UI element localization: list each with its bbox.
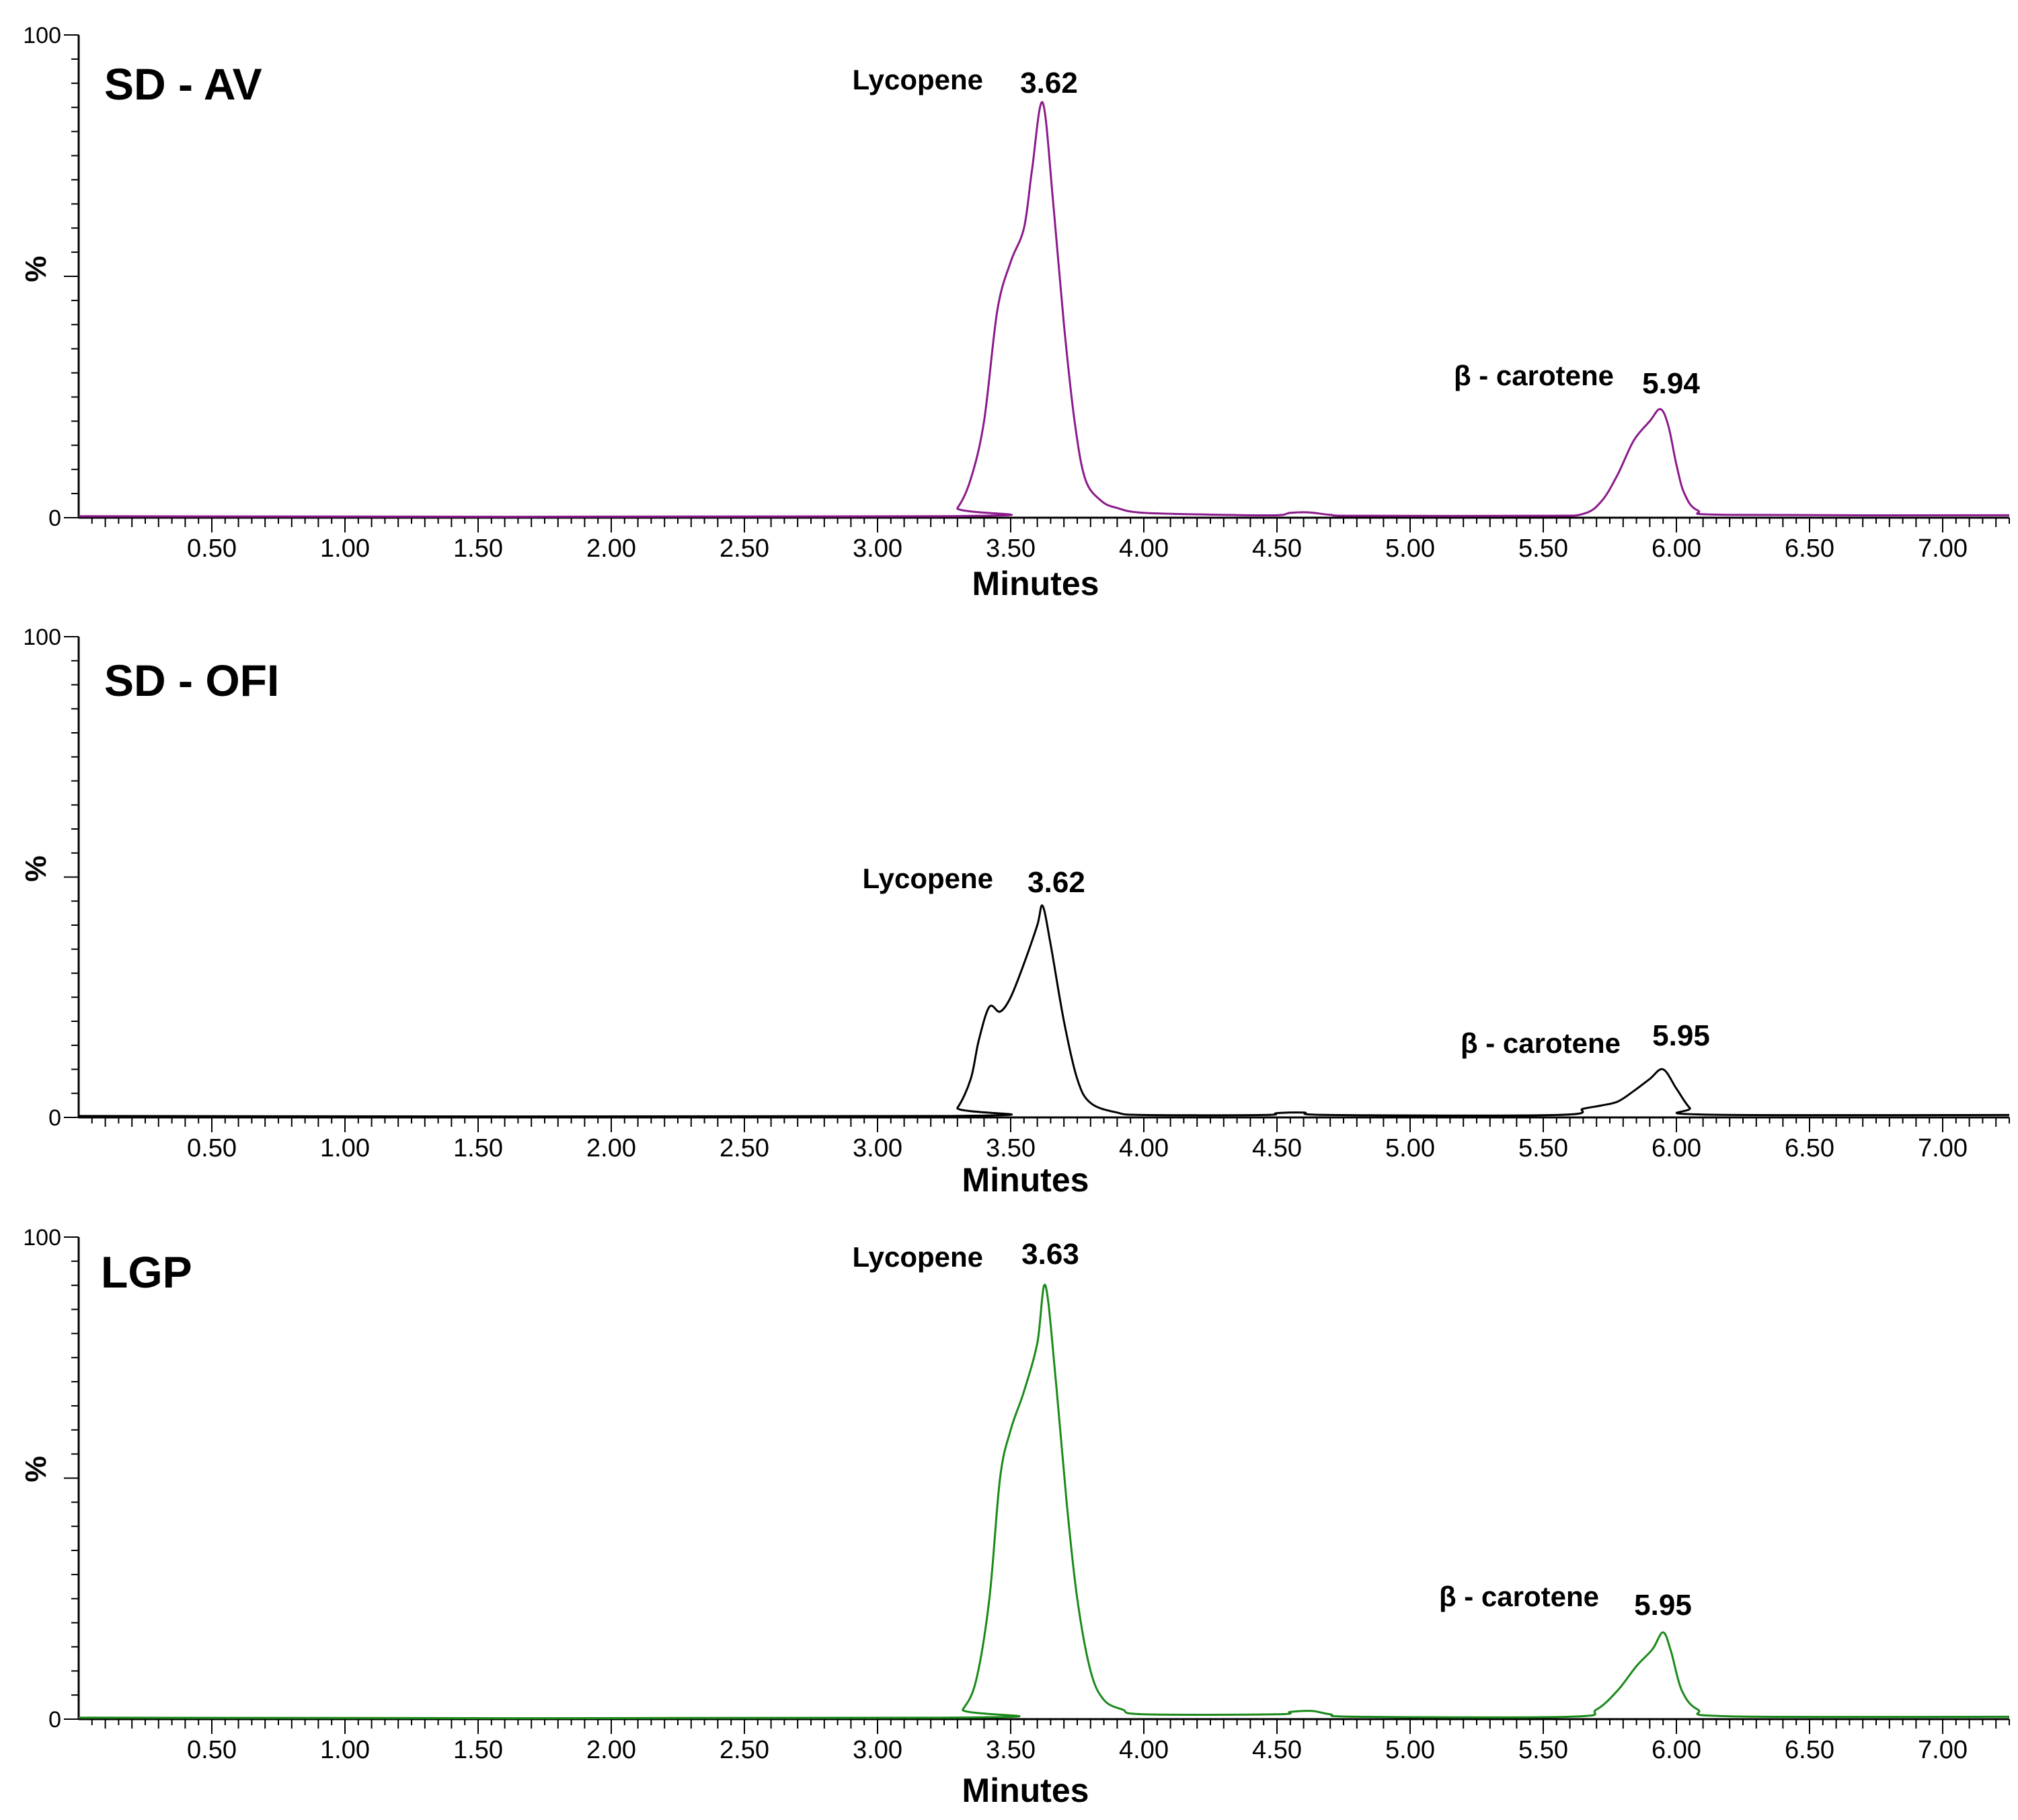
- x-tick-label: 1.00: [320, 1134, 370, 1162]
- x-tick-label: 6.50: [1785, 1736, 1834, 1764]
- x-tick-label: 4.00: [1119, 1134, 1169, 1162]
- x-tick-label: 2.00: [586, 1736, 636, 1764]
- panel-title: SD - OFI: [104, 656, 279, 705]
- x-tick-label: 7.00: [1918, 1736, 1968, 1764]
- x-tick-label: 1.00: [320, 1736, 370, 1764]
- x-tick-label: 2.00: [586, 1134, 636, 1162]
- chromatogram-trace: [78, 101, 2010, 518]
- x-tick-label: 4.50: [1252, 535, 1302, 563]
- peak-label-lycopene: Lycopene: [863, 863, 994, 894]
- chart-panel-sd-av: SD - AV 0 100 0.50 1.00 1.50 2.00 2.50 3.00 3.50…: [20, 23, 2010, 602]
- x-tick-label: 1.00: [320, 535, 370, 563]
- x-tick-label: 5.50: [1518, 1134, 1568, 1162]
- y-tick-label: 0: [48, 1707, 61, 1733]
- x-tick-label: 1.50: [453, 1134, 503, 1162]
- x-tick-label: 3.00: [853, 1736, 902, 1764]
- y-tick-label: 0: [48, 506, 61, 531]
- trace: [78, 1283, 2010, 1720]
- x-tick-label: 2.50: [720, 1736, 769, 1764]
- trace: [78, 101, 2010, 518]
- x-tick-label: 5.00: [1385, 535, 1435, 563]
- x-tick-label: 3.00: [853, 535, 902, 563]
- y-tick-label: 100: [23, 625, 61, 650]
- x-tick-label: 6.50: [1785, 1134, 1834, 1162]
- x-tick-label: 3.50: [986, 1134, 1036, 1162]
- y-axis-label: %: [20, 855, 52, 881]
- x-tick-label: 3.50: [986, 1736, 1036, 1764]
- x-tick-label: 0.50: [187, 1134, 237, 1162]
- y-axis-label: %: [20, 1456, 52, 1482]
- x-tick-label: 7.00: [1918, 1134, 1968, 1162]
- x-tick-label: 3.00: [853, 1134, 902, 1162]
- x-tick-label: 0.50: [187, 1736, 237, 1764]
- x-tick-label: 5.00: [1385, 1134, 1435, 1162]
- peak-label-beta-carotene: β - carotene: [1454, 360, 1614, 391]
- x-tick-label: 1.50: [453, 535, 503, 563]
- trace: [78, 904, 2010, 1118]
- axes: 0 100 0.50 1.00 1.50 2.00 2.50 3.00 3.50 4.00 4.50…: [23, 23, 2010, 563]
- x-tick-label: 5.00: [1385, 1736, 1435, 1764]
- chromatogram-trace: [78, 904, 2010, 1118]
- x-tick-label: 6.00: [1652, 1736, 1701, 1764]
- peak-rt-lycopene: 3.63: [1021, 1238, 1079, 1271]
- x-tick-label: 0.50: [187, 535, 237, 563]
- chart-panel-lgp: LGP 0 100 0.50 1.00 1.50 2.00 2.50 3.00 3.50 4.00…: [20, 1225, 2010, 1809]
- y-tick-label: 100: [23, 23, 61, 48]
- x-axis-label: Minutes: [962, 1161, 1089, 1199]
- x-tick-label: 4.00: [1119, 1736, 1169, 1764]
- x-tick-label: 5.50: [1518, 1736, 1568, 1764]
- peak-rt-beta-carotene: 5.95: [1652, 1019, 1710, 1052]
- y-axis-label: %: [20, 255, 52, 282]
- x-tick-label: 4.50: [1252, 1736, 1302, 1764]
- x-axis-label: Minutes: [962, 1772, 1089, 1809]
- x-axis-label: Minutes: [972, 565, 1099, 602]
- y-tick-label: 0: [48, 1105, 61, 1131]
- panel-title: LGP: [101, 1247, 192, 1297]
- x-tick-label: 6.00: [1652, 535, 1701, 563]
- peak-rt-lycopene: 3.62: [1027, 866, 1085, 899]
- x-tick-label: 6.50: [1785, 535, 1834, 563]
- peak-label-beta-carotene: β - carotene: [1461, 1027, 1621, 1059]
- x-tick-label: 2.00: [586, 535, 636, 563]
- peak-label-lycopene: Lycopene: [853, 1241, 984, 1273]
- x-tick-label: 5.50: [1518, 535, 1568, 563]
- axes: 0 100 0.50 1.00 1.50 2.00 2.50 3.00 3.50 4.00 4.50…: [23, 625, 2010, 1162]
- peak-rt-beta-carotene: 5.94: [1642, 367, 1700, 400]
- x-tick-label: 4.00: [1119, 535, 1169, 563]
- panel-title: SD - AV: [104, 59, 262, 109]
- peak-label-beta-carotene: β - carotene: [1439, 1581, 1599, 1612]
- chromatogram-trace: [78, 1283, 2010, 1720]
- peak-rt-lycopene: 3.62: [1020, 67, 1078, 100]
- x-tick-label: 4.50: [1252, 1134, 1302, 1162]
- axes: 0 100 0.50 1.00 1.50 2.00 2.50 3.00 3.50 4.00 4.50…: [23, 1225, 2010, 1764]
- peak-label-lycopene: Lycopene: [853, 64, 984, 95]
- x-tick-label: 2.50: [720, 1134, 769, 1162]
- x-tick-label: 1.50: [453, 1736, 503, 1764]
- peak-rt-beta-carotene: 5.95: [1634, 1589, 1692, 1622]
- chart-panel-sd-ofi: SD - OFI 0 100 0.50 1.00 1.50 2.00 2.50 3.00 3.5…: [20, 625, 2010, 1199]
- y-tick-label: 100: [23, 1225, 61, 1251]
- x-tick-label: 3.50: [986, 535, 1036, 563]
- x-tick-label: 7.00: [1918, 535, 1968, 563]
- x-tick-label: 2.50: [720, 535, 769, 563]
- x-tick-label: 6.00: [1652, 1134, 1701, 1162]
